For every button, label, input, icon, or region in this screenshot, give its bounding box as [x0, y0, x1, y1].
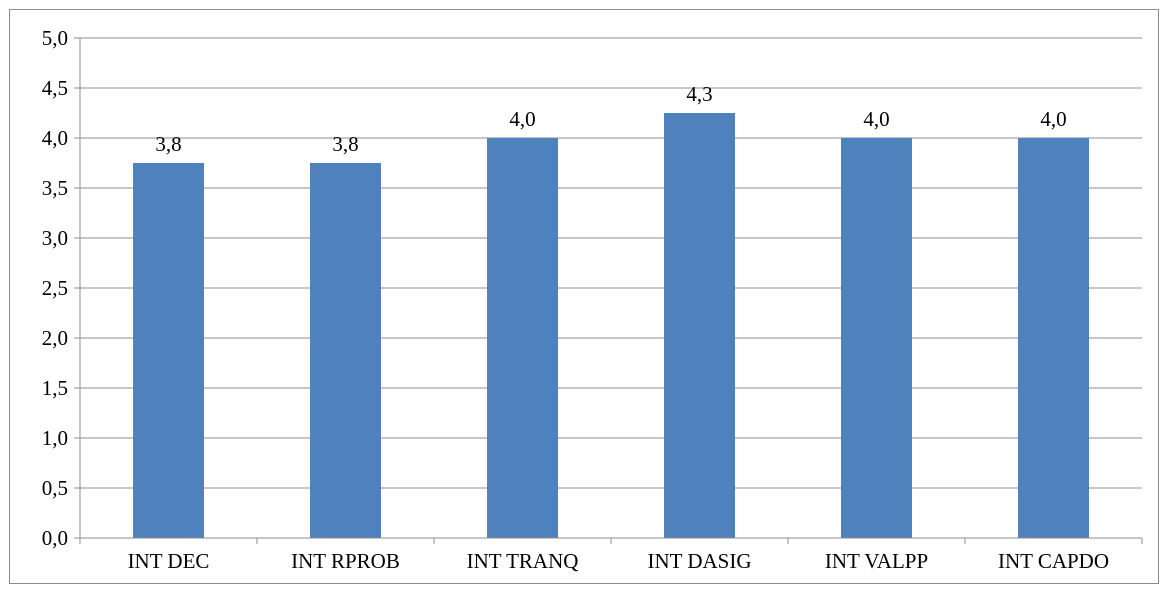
y-tick-label: 4,0 [42, 126, 68, 150]
y-tick-label: 0,0 [42, 526, 68, 550]
data-label: 3,8 [332, 132, 358, 156]
y-tick-label: 5,0 [42, 26, 68, 50]
bar [310, 163, 381, 538]
bars [133, 113, 1089, 538]
bar [133, 163, 204, 538]
bar [1018, 138, 1089, 538]
chart-frame: 0,0 0,5 1,0 1,5 2,0 2,5 3,0 3,5 4,0 4,5 5,0 3,8 INT … [9, 9, 1159, 584]
data-label: 4,0 [1040, 107, 1066, 131]
data-label: 4,0 [863, 107, 889, 131]
bar [487, 138, 558, 538]
y-tick-label: 2,5 [42, 276, 68, 300]
x-tick-label: INT TRANQ [467, 549, 579, 573]
y-tick-label: 1,0 [42, 426, 68, 450]
y-tick-label: 0,5 [42, 476, 68, 500]
x-tick-label: INT RPROB [291, 549, 400, 573]
x-tick-label: INT VALPP [825, 549, 928, 573]
y-tick-label: 3,0 [42, 226, 68, 250]
x-tick-label: INT DASIG [647, 549, 751, 573]
y-tick-label: 3,5 [42, 176, 68, 200]
axes [74, 37, 1143, 544]
bar [841, 138, 912, 538]
y-tick-label: 2,0 [42, 326, 68, 350]
x-tick-label: INT DEC [128, 549, 210, 573]
bar [664, 113, 735, 538]
data-label: 4,0 [509, 107, 535, 131]
data-label: 3,8 [155, 132, 181, 156]
data-label: 4,3 [686, 82, 712, 106]
y-tick-label: 1,5 [42, 376, 68, 400]
labels: 0,0 0,5 1,0 1,5 2,0 2,5 3,0 3,5 4,0 4,5 5,0 3,8 INT … [42, 26, 1109, 573]
gridlines [80, 37, 1142, 489]
y-tick-label: 4,5 [42, 76, 68, 100]
x-tick-label: INT CAPDO [998, 549, 1109, 573]
bar-chart: 0,0 0,5 1,0 1,5 2,0 2,5 3,0 3,5 4,0 4,5 5,0 3,8 INT … [42, 26, 1143, 573]
